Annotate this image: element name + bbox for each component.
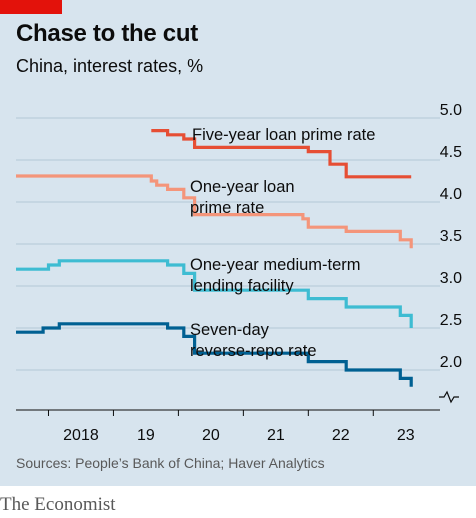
x-tick-label: 19 bbox=[137, 427, 155, 444]
y-tick-label: 2.0 bbox=[440, 354, 462, 371]
series-line bbox=[151, 129, 412, 179]
series-label: prime rate bbox=[190, 199, 264, 217]
chart-card: Chase to the cut China, interest rates, … bbox=[0, 0, 476, 486]
series-label: One-year medium-term bbox=[190, 256, 361, 274]
x-tick-label: 21 bbox=[267, 427, 285, 444]
series-label: lending facility bbox=[190, 277, 294, 295]
series-line bbox=[16, 174, 413, 249]
chart-title: Chase to the cut bbox=[16, 20, 198, 47]
y-tick-label: 4.5 bbox=[440, 144, 462, 161]
x-tick-label: 22 bbox=[332, 427, 350, 444]
series-label: Seven-day bbox=[190, 321, 270, 339]
brand-wordmark: The Economist bbox=[0, 494, 116, 515]
x-tick-label: 23 bbox=[397, 427, 415, 444]
y-tick-label: 2.5 bbox=[440, 312, 462, 329]
series-line bbox=[16, 259, 413, 328]
series-line bbox=[16, 322, 413, 387]
source-note: Sources: People’s Bank of China; Haver A… bbox=[16, 455, 325, 471]
axis-break-icon bbox=[439, 390, 459, 404]
y-tick-label: 4.0 bbox=[440, 186, 462, 203]
series-label: reverse-repo rate bbox=[190, 342, 317, 360]
chart-subtitle: China, interest rates, % bbox=[16, 56, 204, 76]
line-chart: 5.0 4.5 4.0 3.5 3.0 2.5 2.0 2018 19 20 21 22 23 Five-… bbox=[16, 102, 462, 444]
brand-red-tab bbox=[0, 0, 62, 14]
y-tick-label: 5.0 bbox=[440, 102, 462, 119]
y-tick-label: 3.5 bbox=[440, 228, 462, 245]
x-tick-label: 20 bbox=[202, 427, 220, 444]
y-tick-label: 3.0 bbox=[440, 270, 462, 287]
x-tick-label: 2018 bbox=[63, 427, 99, 444]
series-label: Five-year loan prime rate bbox=[192, 126, 375, 144]
series-label: One-year loan bbox=[190, 178, 295, 196]
